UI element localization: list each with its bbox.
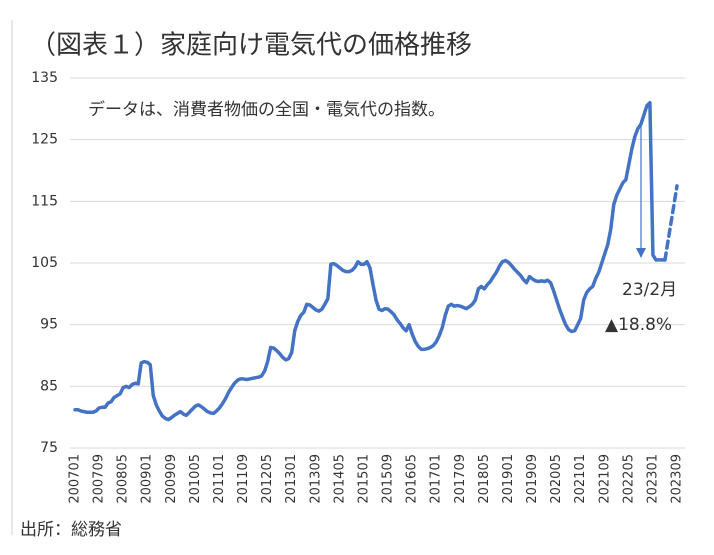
x-tick-label: 202005 xyxy=(549,454,564,504)
x-tick-label: 202101 xyxy=(573,454,588,504)
x-tick-label: 202109 xyxy=(597,454,612,504)
x-tick-label: 201205 xyxy=(260,454,275,504)
arrow-head xyxy=(636,248,646,258)
x-tick-label: 201901 xyxy=(501,454,516,504)
line-series xyxy=(663,184,679,262)
chart-title: （図表１）家庭向け電気代の価格推移 xyxy=(30,31,472,61)
x-tick-label: 201405 xyxy=(332,454,347,504)
x-tick-label: 200709 xyxy=(92,454,107,504)
plot-area: 75 85 95 105 115 125 135 200701 200709 200805 2009… xyxy=(31,70,685,504)
y-tick-label: 125 xyxy=(31,132,58,148)
x-tick-label: 201501 xyxy=(356,454,371,504)
x-tick-label: 200701 xyxy=(68,454,83,504)
x-tick-label: 201709 xyxy=(453,454,468,504)
x-tick-label: 201101 xyxy=(212,454,227,504)
annotation: 23/2月 xyxy=(622,280,677,300)
y-tick-label: 95 xyxy=(40,317,58,333)
y-tick-label: 75 xyxy=(40,440,58,456)
x-tick-label: 200901 xyxy=(140,454,155,504)
note: データは、消費者物価の全国・電気代の指数。 xyxy=(88,99,445,120)
x-tick-label: 201909 xyxy=(525,454,540,504)
y-tick-label: 135 xyxy=(31,70,58,86)
x-tick-label: 202309 xyxy=(670,454,685,504)
y-tick-label: 115 xyxy=(31,193,58,209)
x-tick-label: 202301 xyxy=(645,454,660,504)
x-tick-label: 202205 xyxy=(621,454,636,504)
annotation: ▲18.8% xyxy=(605,315,672,335)
x-tick-label: 201005 xyxy=(188,454,203,504)
line-series xyxy=(73,100,667,422)
x-tick-label: 201109 xyxy=(236,454,251,504)
x-tick-label: 201605 xyxy=(405,454,420,504)
x-tick-label: 201805 xyxy=(477,454,492,504)
x-tick-label: 201701 xyxy=(429,454,444,504)
x-tick-label: 200909 xyxy=(164,454,179,504)
source: 出所：総務省 xyxy=(20,520,122,540)
x-tick-label: 200805 xyxy=(116,454,131,504)
y-tick-label: 85 xyxy=(40,378,58,394)
y-tick-label: 105 xyxy=(31,255,58,271)
x-tick-label: 201509 xyxy=(381,454,396,504)
x-tick-label: 201309 xyxy=(308,454,323,504)
x-tick-label: 201301 xyxy=(284,454,299,504)
